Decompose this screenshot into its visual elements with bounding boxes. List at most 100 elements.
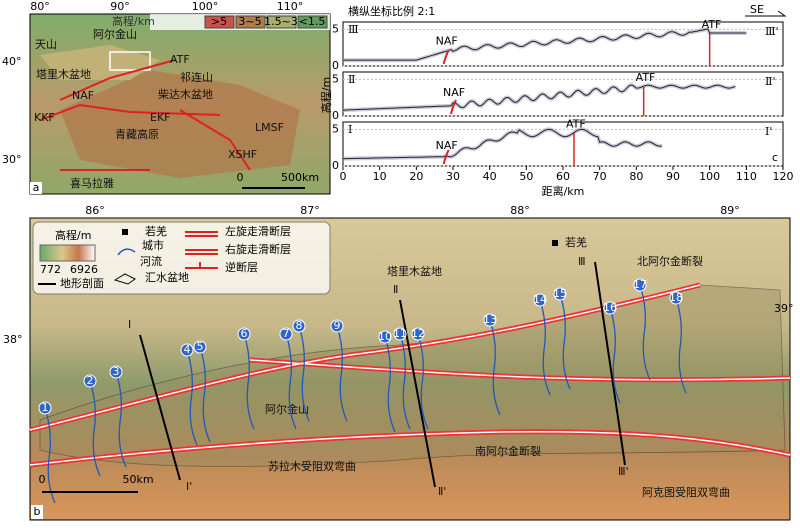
scale-label: 50km xyxy=(122,473,153,486)
river-number: 6 xyxy=(241,327,248,340)
river-number: 17 xyxy=(633,278,647,291)
river-marker xyxy=(603,301,617,315)
place-label: Ⅰ xyxy=(128,318,131,331)
river xyxy=(115,371,127,468)
legend-swatch xyxy=(204,15,235,29)
place-label: 阿尔金山 xyxy=(265,402,309,416)
panel-label: b xyxy=(34,505,41,518)
place-label: 南阿尔金断裂 xyxy=(475,444,541,458)
river xyxy=(336,325,348,422)
river-marker xyxy=(393,327,407,341)
place-label: 天山 xyxy=(35,38,57,51)
city-marker xyxy=(552,240,558,246)
legend-item: 汇水盆地 xyxy=(145,270,189,284)
y-tick-label: 5 xyxy=(332,72,339,85)
profile-title: 横纵坐标比例 2:1 xyxy=(348,4,435,18)
x-tick-label: 40 xyxy=(483,170,497,183)
y-tick-label: 5 xyxy=(332,122,339,135)
place-label: Ⅱ' xyxy=(438,485,446,498)
elevation-ramp xyxy=(39,244,96,262)
river-marker xyxy=(83,374,97,388)
legend-max: 6926 xyxy=(70,263,98,276)
legend-fault xyxy=(185,249,218,255)
fault-label: ATF xyxy=(566,118,586,131)
river-number: 15 xyxy=(553,287,567,300)
legend-swatch xyxy=(297,15,328,29)
lon-label: 100° xyxy=(192,0,219,13)
profile-curve xyxy=(343,28,747,61)
legend-fault xyxy=(185,231,218,237)
river xyxy=(186,349,198,446)
legend-fault xyxy=(185,262,218,269)
fault-label: NAF xyxy=(443,86,465,99)
place-label: Ⅲ xyxy=(578,255,586,268)
lat-label: 40° xyxy=(2,55,22,68)
river xyxy=(539,299,551,396)
river xyxy=(559,293,571,390)
legend-item: 河流 xyxy=(140,254,162,268)
river xyxy=(89,380,101,477)
x-tick-label: 10 xyxy=(373,170,387,183)
legend-item: 城市 xyxy=(142,238,164,252)
legend-label: >5 xyxy=(211,15,227,28)
place-label: 塔里木盆地 xyxy=(36,67,91,81)
river xyxy=(417,333,429,430)
place-label: NAF xyxy=(72,89,94,102)
river xyxy=(44,407,56,504)
river-number: 3 xyxy=(113,365,120,378)
panel-label-bg xyxy=(30,182,42,194)
river-number: 13 xyxy=(483,313,497,326)
fault-mark xyxy=(450,99,457,115)
y-tick-label: 0 xyxy=(332,159,339,172)
panel-label: c xyxy=(772,151,778,164)
y-tick-label: 0 xyxy=(332,59,339,72)
legend-item: 右旋走滑断层 xyxy=(225,242,291,256)
river-marker xyxy=(292,319,306,333)
river-marker xyxy=(279,327,293,341)
plateau xyxy=(60,70,300,178)
lon-label: 110° xyxy=(277,0,304,13)
river-number: 1 xyxy=(42,401,49,414)
profile-end: Ⅱ' xyxy=(765,75,776,88)
fault-label: ATF xyxy=(702,18,722,31)
legend-item: 若羌 xyxy=(145,225,167,238)
profile-start: Ⅰ xyxy=(348,123,352,136)
place-label: 阿尔金山 xyxy=(93,27,137,41)
place-label: 阿克图受阻双弯曲 xyxy=(642,485,730,499)
river-marker xyxy=(633,278,647,292)
fault-mark xyxy=(442,149,450,165)
catchments xyxy=(39,284,786,467)
river-marker xyxy=(553,287,567,301)
legend-river xyxy=(117,248,136,256)
place-label: 北阿尔金断裂 xyxy=(637,254,703,268)
profile-curve xyxy=(343,84,736,111)
place-label: LMSF xyxy=(255,121,284,134)
legend-item: 左旋走滑断层 xyxy=(225,224,291,238)
basin xyxy=(40,45,160,80)
place-label: 塔里木盆地 xyxy=(387,264,442,278)
place-label: 若羌 xyxy=(565,236,587,249)
scale-label: 0 xyxy=(237,171,244,184)
river xyxy=(609,307,621,404)
place-label: KKF xyxy=(34,111,55,124)
river-number: 12 xyxy=(411,327,425,340)
place-label: ATF xyxy=(170,53,190,66)
river-marker xyxy=(237,327,251,341)
river-number: 7 xyxy=(283,327,290,340)
faults-a xyxy=(39,59,251,171)
legend-label: <1.5 xyxy=(299,15,326,28)
river-number: 9 xyxy=(334,319,341,332)
scale-label: 0 xyxy=(39,473,46,486)
panel-label-bg xyxy=(31,505,43,519)
direction-arrow xyxy=(745,10,787,17)
river-number: 10 xyxy=(378,330,392,343)
river-marker xyxy=(109,365,123,379)
river xyxy=(489,319,501,416)
river xyxy=(285,333,297,430)
profile-frame xyxy=(342,121,784,167)
lat-label: 39° xyxy=(774,302,794,315)
place-label: Ⅰ' xyxy=(186,480,192,493)
x-tick-label: 80 xyxy=(629,170,643,183)
lon-label: 80° xyxy=(30,0,50,13)
river xyxy=(675,297,687,394)
